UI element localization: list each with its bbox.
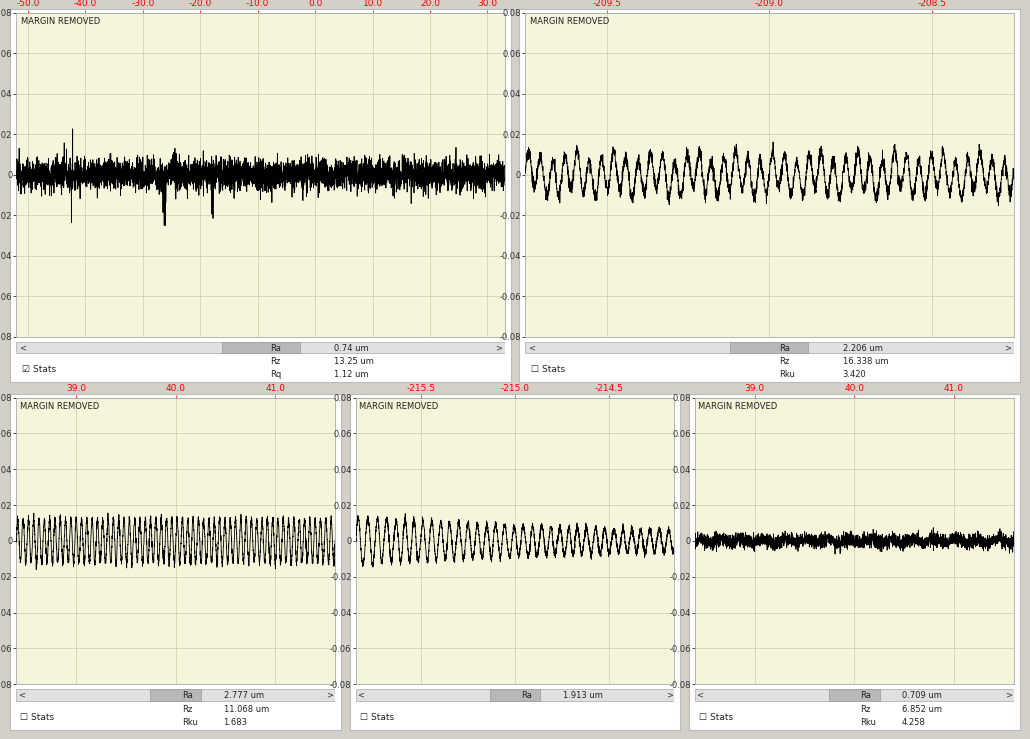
Bar [730,342,809,353]
Text: ☐ Stats: ☐ Stats [359,713,393,722]
Text: ☑ Stats: ☑ Stats [23,365,57,374]
Text: MARGIN REMOVED: MARGIN REMOVED [20,402,99,411]
Text: Ra: Ra [861,691,871,700]
Text: <: < [19,691,25,700]
Text: Rz: Rz [779,357,789,366]
Text: Rz: Rz [861,705,870,714]
Text: Ra: Ra [182,691,193,700]
Text: Rku: Rku [861,718,877,727]
Bar [221,342,300,353]
Text: Rq: Rq [270,370,281,379]
Text: 4.258: 4.258 [902,718,926,727]
Text: 2.777 um: 2.777 um [224,691,264,700]
Text: Ra: Ra [521,691,533,700]
Text: 1.683: 1.683 [224,718,247,727]
Bar [695,689,1014,701]
Text: MARGIN REMOVED: MARGIN REMOVED [22,18,101,27]
Text: 0.74 um: 0.74 um [334,344,369,353]
Text: Ra: Ra [270,344,281,353]
Bar [16,342,505,353]
Text: Rz: Rz [270,357,280,366]
Bar [525,342,1014,353]
Text: <: < [696,691,703,700]
Bar [829,689,880,701]
Text: ☐ Stats: ☐ Stats [531,365,565,374]
Text: Rku: Rku [779,370,795,379]
Text: <: < [527,343,535,353]
Bar [355,689,675,701]
Text: >: > [327,691,334,700]
Text: >: > [495,343,503,353]
Bar [150,689,201,701]
Text: 1.12 um: 1.12 um [334,370,369,379]
Text: >: > [1005,691,1011,700]
Bar [16,689,335,701]
Text: MARGIN REMOVED: MARGIN REMOVED [530,18,610,27]
Text: ☐ Stats: ☐ Stats [21,713,55,722]
Text: >: > [1004,343,1011,353]
Text: 0.709 um: 0.709 um [902,691,941,700]
Text: MARGIN REMOVED: MARGIN REMOVED [358,402,438,411]
Text: 11.068 um: 11.068 um [224,705,269,714]
Text: 1.913 um: 1.913 um [562,691,603,700]
Text: >: > [665,691,673,700]
Text: 6.852 um: 6.852 um [902,705,942,714]
Text: <: < [19,343,26,353]
Text: 3.420: 3.420 [843,370,866,379]
Text: 13.25 um: 13.25 um [334,357,374,366]
Text: 16.338 um: 16.338 um [843,357,888,366]
Text: ☐ Stats: ☐ Stats [698,713,733,722]
Text: Rz: Rz [182,705,193,714]
Text: Ra: Ra [779,344,790,353]
Text: Rku: Rku [182,718,198,727]
Bar [489,689,541,701]
Text: MARGIN REMOVED: MARGIN REMOVED [698,402,778,411]
Text: 2.206 um: 2.206 um [843,344,883,353]
Text: <: < [357,691,365,700]
